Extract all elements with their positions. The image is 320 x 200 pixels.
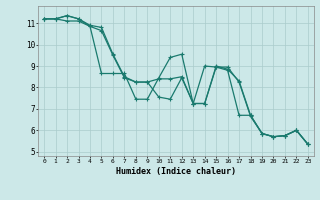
X-axis label: Humidex (Indice chaleur): Humidex (Indice chaleur) [116,167,236,176]
